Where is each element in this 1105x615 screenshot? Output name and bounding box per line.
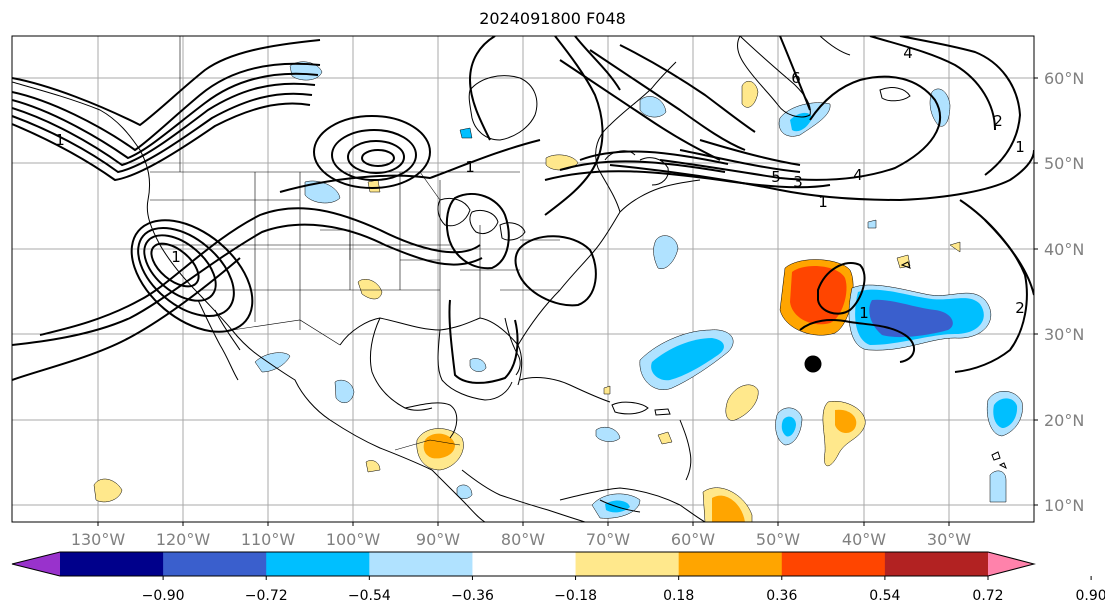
latitude-axis: 60°N 50°N 40°N 30°N 20°N 10°N xyxy=(1034,69,1084,515)
colorbar-tick-label: 0.18 xyxy=(663,588,694,604)
colorbar-tick-label: −0.36 xyxy=(451,588,494,604)
svg-text:1: 1 xyxy=(818,193,828,211)
lon-label: 100°W xyxy=(326,530,381,549)
lon-label: 60°W xyxy=(671,530,715,549)
lon-label: 110°W xyxy=(241,530,296,549)
colorbar-tick-label: −0.54 xyxy=(348,588,391,604)
svg-text:4: 4 xyxy=(903,44,913,62)
contours xyxy=(12,36,1034,384)
svg-text:1: 1 xyxy=(171,248,181,266)
storm-position-dot xyxy=(804,355,822,373)
colorbar: −0.90 −0.72 −0.54 −0.36 −0.18 0.18 0.36 0.54 0.7… xyxy=(11,551,1105,604)
map-title: 2024091800 F048 xyxy=(479,9,626,28)
colorbar-tick-label: −0.72 xyxy=(245,588,288,604)
lat-label: 20°N xyxy=(1044,411,1084,430)
coastlines xyxy=(12,36,1007,522)
colorbar-bin xyxy=(678,552,783,576)
colorbar-tick-label: −0.18 xyxy=(554,588,597,604)
svg-text:5: 5 xyxy=(771,168,781,186)
lat-label: 40°N xyxy=(1044,240,1084,259)
colorbar-bin xyxy=(472,552,577,576)
colorbar-bin xyxy=(60,552,164,576)
political-borders xyxy=(150,36,560,451)
colorbar-outline xyxy=(11,551,1036,577)
longitude-axis: 130°W 120°W 110°W 100°W 90°W 80°W 70°W 6… xyxy=(71,522,971,549)
colorbar-tick-label: 0.90 xyxy=(1076,588,1105,604)
svg-text:6: 6 xyxy=(791,69,801,87)
svg-text:1: 1 xyxy=(465,158,475,176)
lon-label: 70°W xyxy=(586,530,630,549)
svg-text:1: 1 xyxy=(1015,138,1025,156)
svg-text:4: 4 xyxy=(853,166,863,184)
lat-label: 10°N xyxy=(1044,496,1084,515)
colorbar-bin xyxy=(575,552,680,576)
map-canvas: 1 1 1 1 2 3 4 4 5 6 1 2 1 xyxy=(12,36,1034,522)
svg-text:3: 3 xyxy=(793,173,803,191)
colorbar-tick-label: 0.72 xyxy=(972,588,1003,604)
colorbar-bin xyxy=(369,552,473,576)
lon-label: 50°W xyxy=(756,530,800,549)
lon-label: 30°W xyxy=(927,530,971,549)
lat-label: 60°N xyxy=(1044,69,1084,88)
lon-label: 130°W xyxy=(71,530,126,549)
colorbar-extend-high xyxy=(988,552,1034,576)
lat-label: 50°N xyxy=(1044,154,1084,173)
svg-text:1: 1 xyxy=(859,304,869,322)
graticule xyxy=(12,36,1034,522)
contour-labels: 1 1 1 1 2 3 4 4 5 6 1 2 1 xyxy=(55,44,1025,322)
colorbar-bin xyxy=(163,552,267,576)
colorbar-tick-label: 0.54 xyxy=(869,588,900,604)
svg-text:2: 2 xyxy=(993,112,1003,130)
colorbar-tick-label: −0.90 xyxy=(142,588,185,604)
colorbar-bin xyxy=(781,552,886,576)
colorbar-extend-low xyxy=(12,552,60,576)
lon-label: 120°W xyxy=(156,530,211,549)
lon-label: 80°W xyxy=(501,530,545,549)
lon-label: 90°W xyxy=(416,530,460,549)
svg-text:2: 2 xyxy=(1015,299,1025,317)
colorbar-tick-label: 0.36 xyxy=(766,588,797,604)
lon-label: 40°W xyxy=(842,530,886,549)
lat-label: 30°N xyxy=(1044,325,1084,344)
colorbar-bin xyxy=(884,552,989,576)
colorbar-bin xyxy=(266,552,370,576)
svg-text:1: 1 xyxy=(55,131,65,149)
